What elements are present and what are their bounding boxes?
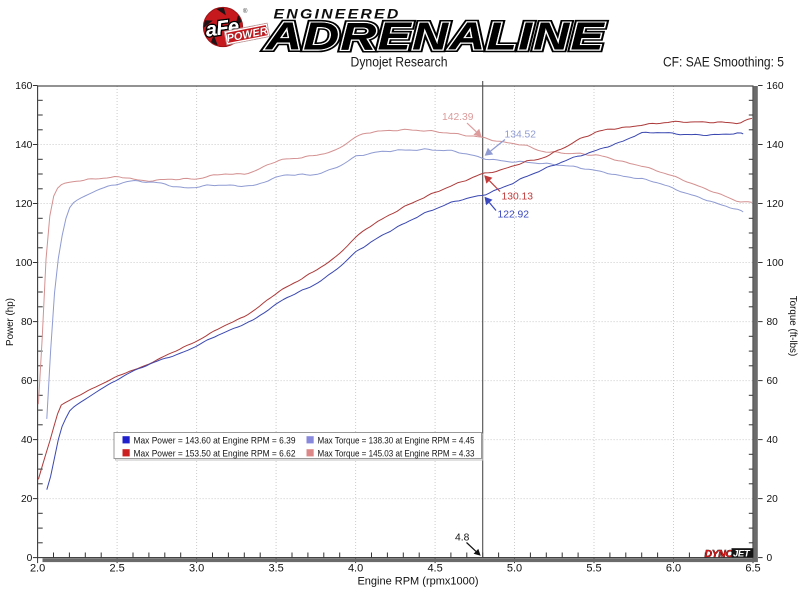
svg-text:130.13: 130.13 (502, 192, 534, 203)
svg-text:122.92: 122.92 (498, 210, 530, 221)
svg-text:JET: JET (733, 548, 751, 559)
svg-text:80: 80 (767, 317, 779, 328)
svg-text:2.0: 2.0 (30, 563, 45, 575)
svg-text:120: 120 (767, 199, 784, 210)
svg-text:Max Torque = 145.03 at Engine: Max Torque = 145.03 at Engine RPM = 4.33 (318, 448, 475, 459)
svg-text:Torque (ft-lbs): Torque (ft-lbs) (787, 296, 798, 356)
svg-text:ADRENALINE: ADRENALINE (265, 16, 606, 59)
svg-text:80: 80 (21, 317, 33, 328)
svg-text:100: 100 (15, 258, 32, 269)
svg-text:3.5: 3.5 (268, 563, 283, 575)
svg-text:160: 160 (767, 81, 784, 92)
svg-text:6.0: 6.0 (666, 563, 681, 575)
svg-text:ENGINEERED: ENGINEERED (274, 7, 401, 23)
svg-text:4.0: 4.0 (348, 563, 363, 575)
svg-text:5.0: 5.0 (507, 563, 522, 575)
svg-text:20: 20 (21, 494, 33, 505)
svg-text:Dynojet Research: Dynojet Research (351, 55, 448, 70)
svg-text:4.5: 4.5 (427, 563, 442, 575)
svg-text:Max Power = 153.50 at Engine R: Max Power = 153.50 at Engine RPM = 6.62 (134, 448, 296, 459)
svg-text:ADRENALINE: ADRENALINE (265, 16, 606, 59)
svg-text:ADRENALINE: ADRENALINE (265, 16, 606, 59)
svg-text:140: 140 (767, 140, 784, 151)
svg-text:0: 0 (27, 553, 33, 564)
svg-text:0: 0 (767, 553, 773, 564)
svg-text:Max Power = 143.60 at Engine R: Max Power = 143.60 at Engine RPM = 6.39 (134, 435, 296, 446)
svg-text:160: 160 (15, 81, 32, 92)
svg-text:Max Torque = 138.30 at Engine: Max Torque = 138.30 at Engine RPM = 4.45 (318, 435, 475, 446)
svg-text:100: 100 (767, 258, 784, 269)
svg-text:40: 40 (21, 435, 33, 446)
svg-text:60: 60 (767, 376, 779, 387)
svg-text:140: 140 (15, 140, 32, 151)
svg-text:Engine RPM (rpmx1000): Engine RPM (rpmx1000) (357, 576, 478, 588)
svg-text:20: 20 (767, 494, 779, 505)
svg-text:4.8: 4.8 (455, 533, 470, 544)
svg-text:134.52: 134.52 (505, 130, 537, 141)
svg-text:Power (hp): Power (hp) (5, 298, 16, 346)
svg-text:DYNO: DYNO (705, 548, 734, 560)
svg-text:142.39: 142.39 (442, 112, 474, 123)
svg-text:2.5: 2.5 (109, 563, 124, 575)
svg-text:CF: SAE Smoothing: 5: CF: SAE Smoothing: 5 (663, 55, 784, 70)
svg-text:5.5: 5.5 (586, 563, 601, 575)
svg-text:6.5: 6.5 (745, 563, 760, 575)
svg-text:®: ® (243, 8, 248, 15)
svg-text:60: 60 (21, 376, 33, 387)
svg-text:40: 40 (767, 435, 779, 446)
svg-text:3.0: 3.0 (189, 563, 204, 575)
svg-text:120: 120 (15, 199, 32, 210)
